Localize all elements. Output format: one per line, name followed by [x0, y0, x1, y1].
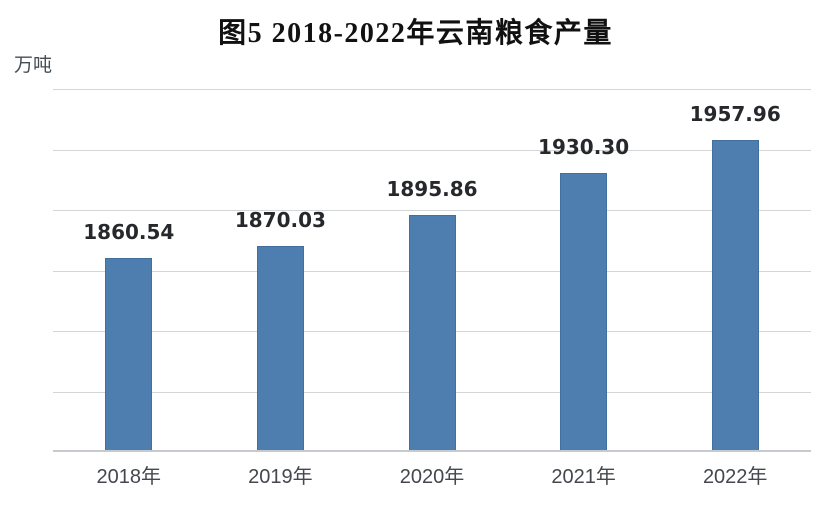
x-tick-2018年: 2018年: [96, 466, 162, 488]
x-axis-labels: 2018年 2019年 2020年 2021年 2022年: [53, 464, 811, 494]
x-tick-2019年: 2019年: [248, 466, 313, 488]
gridline-1950: [53, 149, 811, 151]
bar-value-label-2022年: 1957.96: [689, 101, 781, 126]
gridline-1900: [53, 210, 811, 211]
bar-2021年: [560, 173, 608, 452]
bar-2019年: [256, 246, 304, 452]
chart-title: 图5 2018-2022年云南粮食产量: [218, 18, 613, 49]
x-tick-2022年: 2022年: [702, 466, 768, 488]
y-axis-unit-label: 万吨: [14, 55, 53, 76]
bar-value-label-2019年: 1870.03: [234, 208, 326, 233]
bar-2018年: [105, 257, 153, 452]
bar-value-label-2021年: 1930.30: [538, 135, 630, 160]
bar-value-label-2020年: 1895.86: [386, 177, 478, 201]
plot-area: 1860.54 1870.03 1895.86 1930.30 1957.96: [53, 89, 811, 452]
x-tick-2021年: 2021年: [551, 466, 616, 488]
bar-2022年: [711, 139, 759, 452]
bar-value-label-2018年: 1860.54: [83, 219, 175, 244]
gridline-2000: [53, 89, 811, 90]
x-tick-2020年: 2020年: [399, 466, 465, 488]
bar-2020年: [408, 215, 456, 452]
x-axis-line: [53, 450, 811, 452]
